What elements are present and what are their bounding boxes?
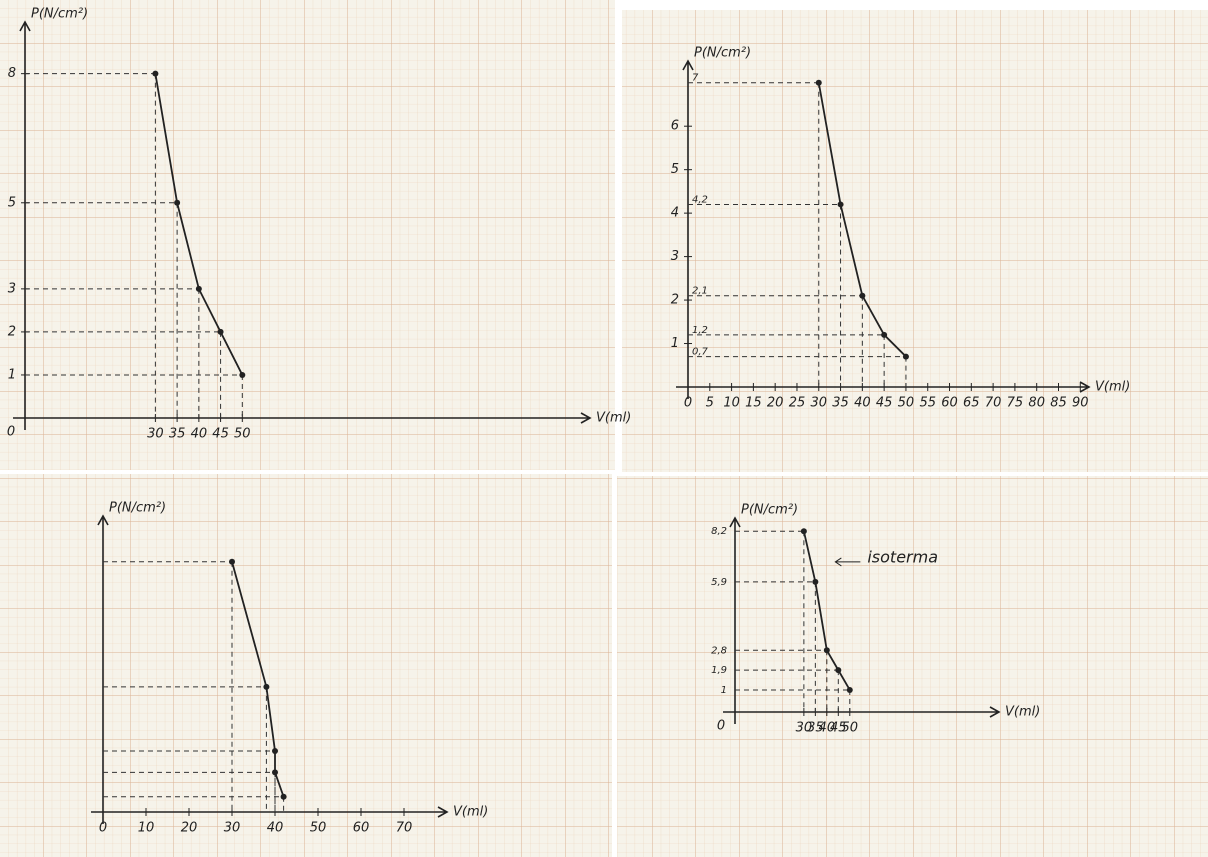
y-tick-label: 2: [671, 293, 679, 308]
origin-label: 0: [717, 719, 725, 734]
y-tick-label: 3: [8, 281, 16, 296]
x-tick-label: 30: [796, 721, 813, 736]
y-tick-label: 1: [8, 367, 16, 382]
x-tick-label: 30: [810, 396, 827, 411]
y-tick-label: 5: [671, 162, 679, 177]
value-label: 2,8: [711, 645, 727, 656]
x-tick-label: 0: [684, 396, 692, 411]
annotation-arrow: [834, 557, 861, 567]
x-axis-label: V(ml): [1005, 705, 1040, 720]
x-tick-label: 35: [807, 721, 824, 736]
x-tick-label: 40: [191, 427, 208, 442]
value-label: 2,1: [692, 286, 708, 297]
x-tick-label: 60: [353, 821, 370, 836]
x-tick-label: 40: [854, 396, 871, 411]
axis: [13, 20, 592, 430]
origin-label: 0: [7, 425, 15, 440]
x-tick-label: 85: [1050, 396, 1067, 411]
x-tick-label: 75: [1007, 396, 1024, 411]
curve: [802, 531, 851, 691]
x-tick-label: 60: [941, 396, 958, 411]
x-tick-label: 0: [99, 821, 107, 836]
curve: [154, 73, 244, 376]
x-tick-label: 30: [147, 427, 164, 442]
x-tick-label: 10: [138, 821, 155, 836]
x-tick-label: 45: [876, 396, 893, 411]
y-tick-label: 6: [671, 119, 679, 134]
x-tick-label: 20: [767, 396, 784, 411]
axis: [676, 59, 1091, 399]
x-tick-label: 70: [985, 396, 1002, 411]
x-tick-label: 50: [234, 427, 251, 442]
y-tick-label: 8: [8, 66, 16, 81]
annotation: isoterma: [867, 547, 938, 566]
value-label: 5,9: [711, 577, 727, 588]
y-axis-label: P(N/cm²): [741, 503, 798, 518]
x-tick-label: 50: [898, 396, 915, 411]
value-label: 8,2: [711, 526, 727, 537]
x-tick-label: 45: [212, 427, 229, 442]
y-axis-label: P(N/cm²): [694, 46, 751, 61]
x-tick-label: 35: [832, 396, 849, 411]
y-tick-label: 3: [671, 249, 679, 264]
y-tick-label: 2: [8, 324, 16, 339]
x-tick-label: 30: [224, 821, 241, 836]
y-axis-label: P(N/cm²): [109, 501, 166, 516]
axis: [723, 516, 1001, 724]
x-axis-label: V(ml): [453, 805, 488, 820]
y-tick-label: 5: [8, 195, 16, 210]
y-tick-label: 1: [671, 336, 679, 351]
x-tick-label: 90: [1072, 396, 1089, 411]
value-label: 1,9: [711, 665, 727, 676]
x-axis-label: V(ml): [1095, 380, 1130, 395]
y-axis-label: P(N/cm²): [31, 7, 88, 22]
x-tick-label: 35: [169, 427, 186, 442]
axis: [91, 514, 449, 824]
x-tick-label: 50: [310, 821, 327, 836]
x-axis-label: V(ml): [596, 411, 631, 426]
x-tick-label: 70: [396, 821, 413, 836]
x-tick-label: 20: [181, 821, 198, 836]
x-tick-label: 50: [842, 721, 859, 736]
x-tick-label: 65: [963, 396, 980, 411]
value-label: 4,2: [692, 194, 708, 205]
x-tick-label: 5: [706, 396, 714, 411]
x-tick-label: 15: [745, 396, 762, 411]
x-tick-label: 25: [789, 396, 806, 411]
x-tick-label: 10: [723, 396, 740, 411]
x-tick-label: 40: [819, 721, 836, 736]
x-tick-label: 55: [919, 396, 936, 411]
value-label: 1: [721, 685, 727, 696]
value-label: 0,7: [692, 347, 709, 358]
y-tick-label: 4: [671, 206, 679, 221]
curve: [817, 82, 907, 358]
value-label: 7: [692, 73, 699, 84]
value-label: 1,2: [692, 325, 708, 336]
x-tick-label: 40: [267, 821, 284, 836]
x-tick-label: 45: [830, 721, 847, 736]
curve: [231, 561, 285, 798]
x-tick-label: 80: [1028, 396, 1045, 411]
